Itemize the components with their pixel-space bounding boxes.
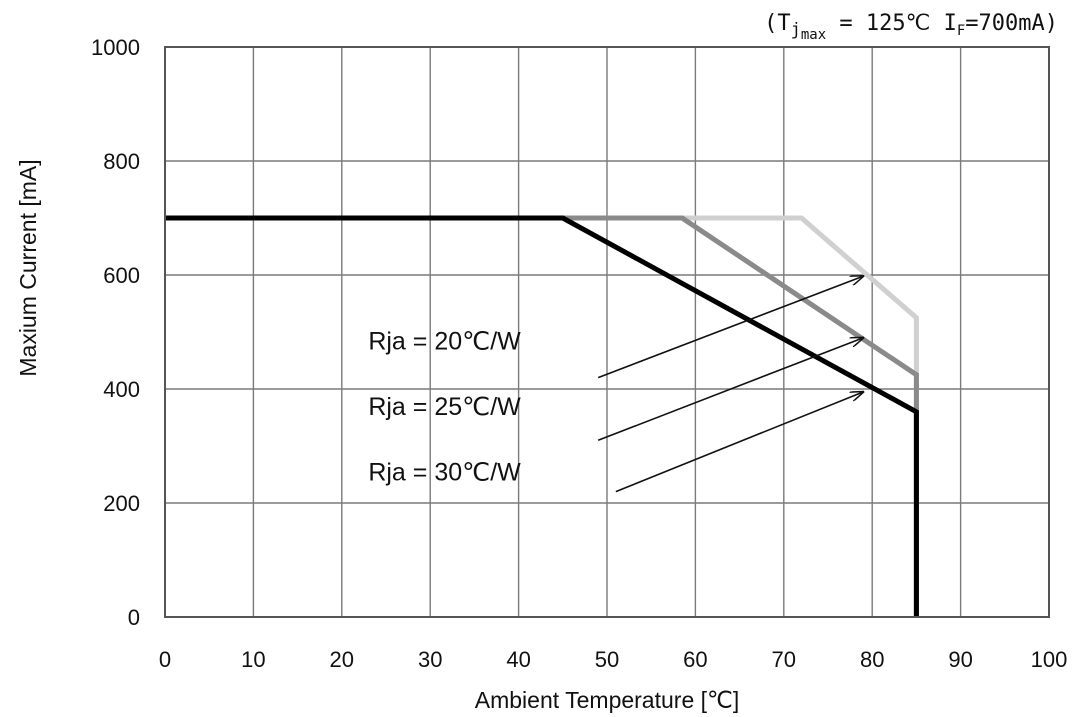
annotations: Rja = 20℃/W Rja = 25℃/W Rja = 30℃/W xyxy=(368,276,864,493)
series-line xyxy=(165,215,919,617)
annotation-label: Rja = 25℃/W xyxy=(368,393,521,421)
x-tick-label: 50 xyxy=(595,647,619,672)
x-tick-label: 80 xyxy=(860,647,884,672)
y-tick-label: 1000 xyxy=(91,35,140,60)
x-tick-label: 0 xyxy=(159,647,171,672)
y-tick-label: 800 xyxy=(103,149,140,174)
y-tick-label: 400 xyxy=(103,377,140,402)
x-tick-label: 10 xyxy=(241,647,265,672)
y-tick-label: 200 xyxy=(103,491,140,516)
x-tick-label: 100 xyxy=(1031,647,1068,672)
x-tick-label: 30 xyxy=(418,647,442,672)
annotation-label: Rja = 20℃/W xyxy=(368,328,521,356)
annotation-arrow xyxy=(597,276,863,379)
series-line xyxy=(165,215,919,617)
x-tick-label: 70 xyxy=(772,647,796,672)
y-axis-title: Maxium Current [mA] xyxy=(15,159,41,376)
x-tick-label: 20 xyxy=(330,647,354,672)
y-tick-label: 600 xyxy=(103,263,140,288)
annotation-label: Rja = 30℃/W xyxy=(368,459,521,487)
x-tick-label: 60 xyxy=(683,647,707,672)
annotation-arrow xyxy=(597,338,863,442)
condition-label: (Tjmax = 125℃ IF=700mA) xyxy=(764,11,1058,43)
x-tick-label: 40 xyxy=(506,647,530,672)
series-lines xyxy=(165,215,919,617)
series-line xyxy=(165,215,919,617)
x-tick-label: 90 xyxy=(948,647,972,672)
annotation-arrow xyxy=(615,392,864,493)
y-tick-label: 0 xyxy=(128,605,140,630)
plot-frame xyxy=(164,46,1050,618)
x-axis-title: Ambient Temperature [℃] xyxy=(475,687,739,713)
